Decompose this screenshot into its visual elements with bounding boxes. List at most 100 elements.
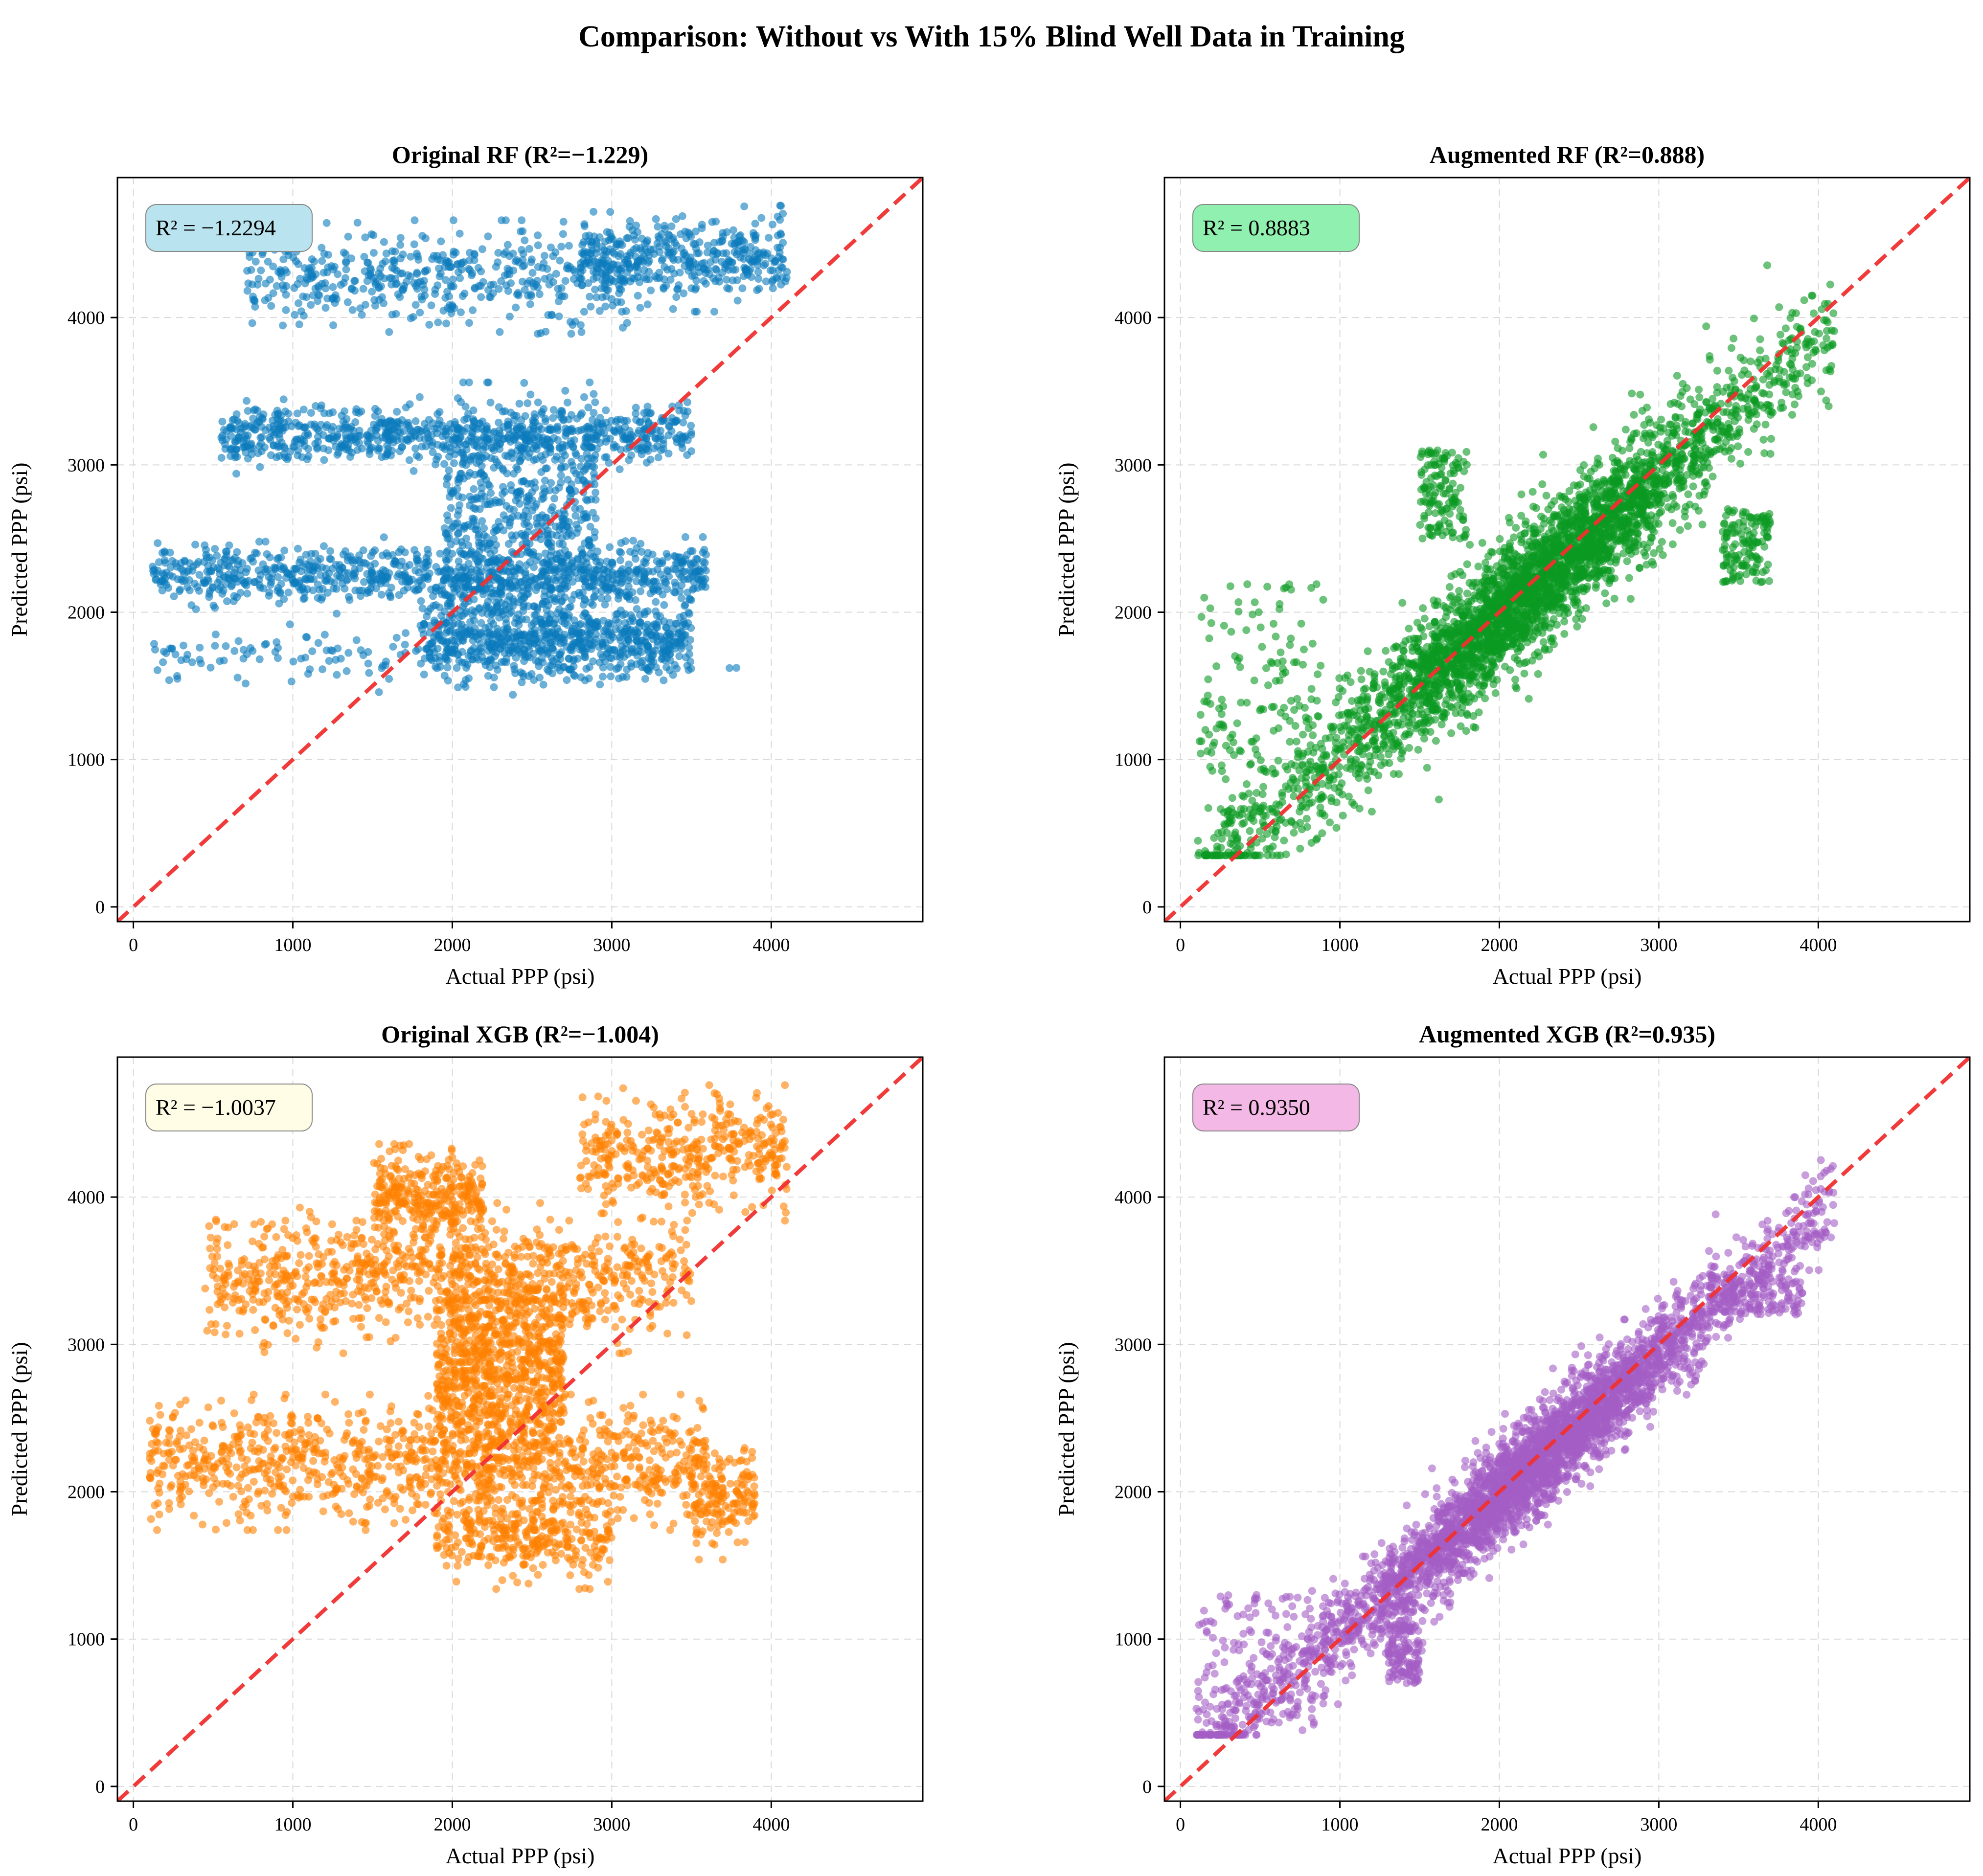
data-point [529,418,538,427]
data-point [168,644,176,653]
data-point [668,235,676,244]
data-point [460,523,469,531]
data-point [264,294,273,302]
data-point [254,274,263,283]
data-point [477,630,485,638]
data-point [296,555,305,564]
data-point [516,566,524,575]
data-point [591,285,599,294]
data-point [557,463,566,471]
data-point [166,563,175,571]
data-point [660,285,668,293]
data-point [615,281,623,289]
data-point [377,590,386,599]
data-point [584,432,592,441]
data-point [196,643,204,652]
data-point [412,249,421,258]
data-point [679,568,687,576]
data-point [550,495,558,502]
data-point [632,252,640,261]
data-point [525,245,533,253]
data-point [583,621,591,629]
data-point [556,639,565,648]
data-point [605,236,613,244]
data-point [442,431,450,439]
data-point [559,218,568,226]
data-point [453,664,461,672]
data-point [625,574,634,582]
data-point [558,514,567,522]
data-point [391,560,399,568]
data-point [435,272,444,280]
data-point [484,232,492,241]
data-point [573,630,581,638]
data-point [261,640,269,649]
data-point [234,637,243,645]
data-point [603,594,612,603]
data-point [524,547,532,555]
data-point [289,569,297,578]
data-point [684,666,693,674]
data-point [363,277,371,285]
data-point [503,265,512,273]
data-points [149,202,791,699]
data-point [776,216,784,224]
data-point [1802,363,1810,371]
data-point [755,249,764,257]
data-point [1740,356,1748,364]
data-point [1665,420,1674,429]
data-point [436,549,444,558]
data-point [329,585,338,593]
data-point [733,296,742,305]
data-point [154,539,162,547]
data-point [442,256,451,265]
data-point [667,427,676,435]
data-point [273,282,281,290]
data-point [354,432,363,440]
data-point [684,619,692,627]
data-point [641,675,649,683]
data-point [635,427,643,435]
data-point [343,575,352,584]
data-point [366,562,374,570]
y-tick-label: 0 [95,897,105,918]
data-point [346,453,354,461]
reference-line [117,178,923,922]
data-point [458,648,466,656]
data-point [521,286,529,294]
data-point [602,418,610,427]
data-point [671,565,680,574]
data-point [457,538,466,546]
data-point [459,637,467,645]
data-point [477,293,485,301]
data-point [601,600,609,609]
data-point [171,650,180,658]
data-point [447,540,455,548]
panel-title: Original RF (R²=−1.229) [392,141,648,168]
data-point [454,683,462,692]
data-point [591,592,599,600]
data-point [1611,437,1619,446]
data-point [609,248,617,256]
data-point [390,265,399,273]
data-point [500,511,508,520]
data-point [319,542,328,550]
data-point [433,251,441,260]
data-point [487,567,496,576]
data-point [418,232,427,240]
data-point [299,312,308,320]
data-point [195,571,204,579]
data-point [503,634,511,643]
data-point [625,591,633,599]
data-point [479,472,488,480]
data-point [465,319,473,327]
data-point [398,557,406,565]
data-point [341,585,349,593]
data-point [416,308,424,316]
data-point [461,609,469,617]
data-point [411,417,420,425]
data-point [549,414,557,422]
data-point [584,454,592,462]
data-point [243,397,251,405]
data-point [521,531,529,539]
